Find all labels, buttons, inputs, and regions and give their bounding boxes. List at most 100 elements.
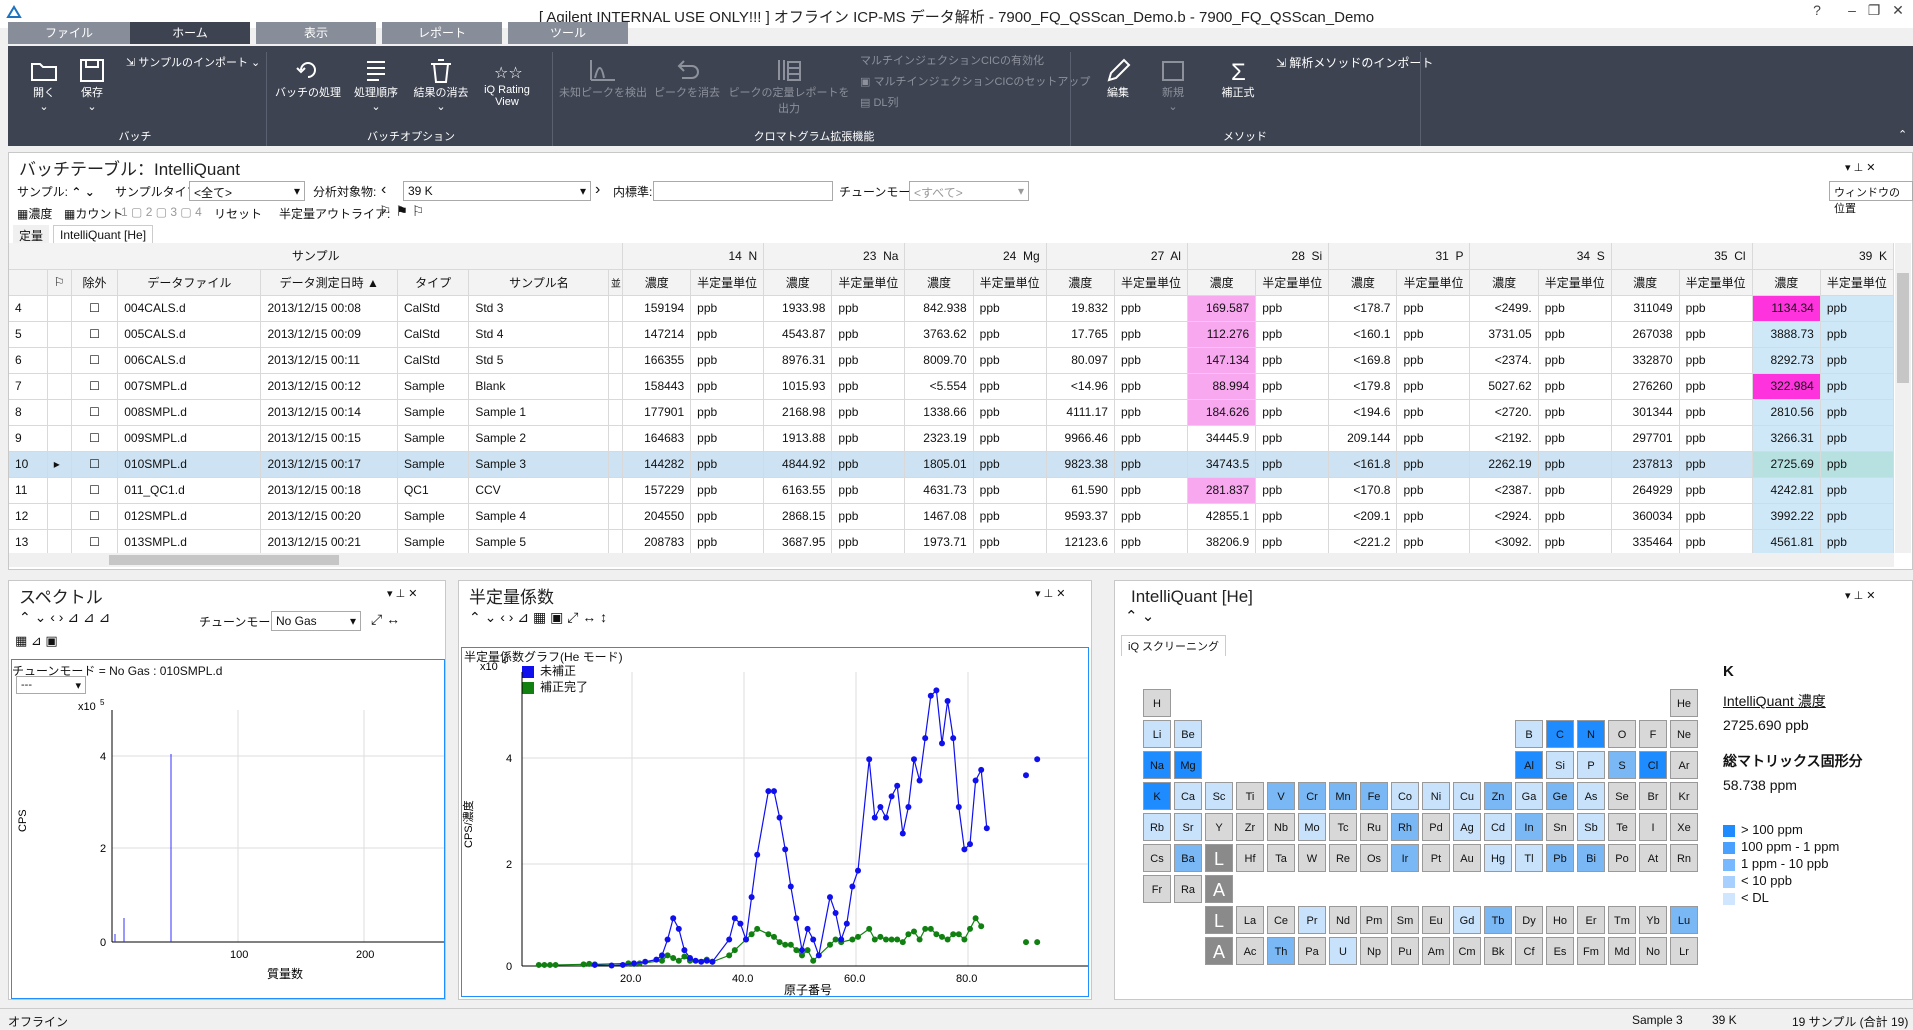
element-cell-o[interactable]: O: [1608, 720, 1636, 748]
flag-icons[interactable]: ⚐ ⚑ ⚐: [379, 203, 425, 219]
element-cell-eu[interactable]: Eu: [1422, 906, 1450, 934]
conc-col-header[interactable]: 濃度: [622, 269, 692, 296]
import-method-button[interactable]: ⇲ 解析メソッドのインポート: [1276, 54, 1433, 71]
element-cell-ge[interactable]: Ge: [1546, 782, 1574, 810]
element-cell-sr[interactable]: Sr: [1174, 813, 1202, 841]
tab-iq-screening[interactable]: iQ スクリーニング: [1121, 635, 1227, 656]
element-cell-sb[interactable]: Sb: [1577, 813, 1605, 841]
exclude-checkbox[interactable]: ☐: [71, 347, 119, 374]
reset-button[interactable]: リセット: [214, 207, 263, 221]
element-cell-au[interactable]: Au: [1453, 844, 1481, 872]
panel-menu-icon[interactable]: ▾ ⊥ ✕: [1845, 162, 1876, 174]
element-cell-al[interactable]: Al: [1515, 751, 1543, 779]
table-row[interactable]: 11 ☐ 011_QC1.d 2013/12/15 00:18 QC1 CCV 157229…: [9, 477, 1894, 504]
element-cell-er[interactable]: Er: [1577, 906, 1605, 934]
type-header[interactable]: タイプ: [397, 269, 470, 296]
element-cell-tc[interactable]: Tc: [1329, 813, 1357, 841]
conc-col-header[interactable]: 濃度: [763, 269, 833, 296]
tab-file[interactable]: ファイル: [8, 22, 130, 44]
panel-menu-icon[interactable]: ▾ ⊥ ✕: [1035, 588, 1066, 600]
element-cell-li[interactable]: Li: [1143, 720, 1171, 748]
clear-results-button[interactable]: 結果の消去 ⌄: [410, 56, 472, 113]
element-cell-gd[interactable]: Gd: [1453, 906, 1481, 934]
element-cell-u[interactable]: U: [1329, 937, 1357, 965]
element-cell-w[interactable]: W: [1298, 844, 1326, 872]
element-cell-rh[interactable]: Rh: [1391, 813, 1419, 841]
element-cell-md[interactable]: Md: [1608, 937, 1636, 965]
element-cell-fe[interactable]: Fe: [1360, 782, 1388, 810]
iq-rating-button[interactable]: ☆☆ iQ Rating View: [476, 56, 538, 108]
tab-tools[interactable]: ツール: [508, 22, 628, 44]
new-method-button[interactable]: 新規 ⌄: [1148, 56, 1198, 113]
element-cell-rn[interactable]: Rn: [1670, 844, 1698, 872]
element-cell-at[interactable]: At: [1639, 844, 1667, 872]
unit-col-header[interactable]: 半定量単位: [1114, 269, 1188, 296]
analyte-select[interactable]: 39 K ▾: [403, 181, 591, 201]
element-cell-l[interactable]: L: [1205, 906, 1233, 934]
element-cell-y[interactable]: Y: [1205, 813, 1233, 841]
iq-conc-label[interactable]: IntelliQuant 濃度: [1723, 693, 1826, 709]
element-cell-ir[interactable]: Ir: [1391, 844, 1419, 872]
peak-report-button[interactable]: ピークの定量レポートを出力: [724, 56, 854, 116]
count-view-button[interactable]: ▦カウント: [64, 205, 123, 222]
restore-button[interactable]: ❐: [1867, 2, 1881, 18]
conc-col-header[interactable]: 濃度: [1187, 269, 1257, 296]
panel-menu-icon[interactable]: ▾ ⊥ ✕: [1845, 590, 1876, 602]
element-cell-fr[interactable]: Fr: [1143, 875, 1171, 903]
element-cell-bi[interactable]: Bi: [1577, 844, 1605, 872]
preset-2[interactable]: 2: [145, 205, 153, 219]
element-cell-si[interactable]: Si: [1546, 751, 1574, 779]
element-cell-mo[interactable]: Mo: [1298, 813, 1326, 841]
table-row[interactable]: 12 ☐ 012SMPL.d 2013/12/15 00:20 Sample Sample…: [9, 503, 1894, 530]
process-batch-button[interactable]: バッチの処理: [273, 56, 343, 100]
iq-nav-icons[interactable]: ⌃ ⌄: [1125, 608, 1155, 625]
element-cell-v[interactable]: V: [1267, 782, 1295, 810]
save-button[interactable]: 保存 ⌄: [72, 56, 112, 113]
conc-col-header[interactable]: 濃度: [904, 269, 974, 296]
element-cell-am[interactable]: Am: [1422, 937, 1450, 965]
conc-col-header[interactable]: 濃度: [1469, 269, 1539, 296]
tab-report[interactable]: レポート: [382, 22, 502, 44]
exclude-checkbox[interactable]: ☐: [71, 477, 119, 504]
element-cell-ag[interactable]: Ag: [1453, 813, 1481, 841]
element-cell-pu[interactable]: Pu: [1391, 937, 1419, 965]
conc-col-header[interactable]: 濃度: [1611, 269, 1680, 296]
preset-3[interactable]: 3: [170, 205, 178, 219]
cic-enable-button[interactable]: マルチインジェクションCICの有効化: [860, 55, 1044, 67]
tab-home[interactable]: ホーム: [130, 22, 250, 44]
unit-col-header[interactable]: 半定量単位: [690, 269, 765, 296]
element-cell-sc[interactable]: Sc: [1205, 782, 1233, 810]
exclude-checkbox[interactable]: ☐: [71, 399, 119, 426]
unit-col-header[interactable]: 半定量単位: [1396, 269, 1471, 296]
table-row[interactable]: 5 ☐ 005CALS.d 2013/12/15 00:09 CalStd Std 4 14…: [9, 321, 1894, 348]
erase-peak-button[interactable]: ピークを消去: [653, 56, 721, 100]
calibration-button[interactable]: Σ 補正式: [1208, 56, 1268, 100]
element-cell-se[interactable]: Se: [1608, 782, 1636, 810]
element-cell-hg[interactable]: Hg: [1484, 844, 1512, 872]
table-row[interactable]: 9 ☐ 009SMPL.d 2013/12/15 00:15 Sample Sample …: [9, 425, 1894, 452]
element-cell-th[interactable]: Th: [1267, 937, 1295, 965]
element-cell-ti[interactable]: Ti: [1236, 782, 1264, 810]
table-row[interactable]: 13 ☐ 013SMPL.d 2013/12/15 00:21 Sample Sample…: [9, 529, 1894, 553]
element-cell-cr[interactable]: Cr: [1298, 782, 1326, 810]
element-cell-cd[interactable]: Cd: [1484, 813, 1512, 841]
table-row[interactable]: 4 ☐ 004CALS.d 2013/12/15 00:08 CalStd Std 3 15…: [9, 295, 1894, 322]
element-cell-as[interactable]: As: [1577, 782, 1605, 810]
element-cell-ne[interactable]: Ne: [1670, 720, 1698, 748]
unit-col-header[interactable]: 半定量単位: [973, 269, 1047, 296]
exclude-checkbox[interactable]: ☐: [71, 321, 119, 348]
exclude-checkbox[interactable]: ☐: [71, 503, 119, 530]
vertical-scrollbar[interactable]: [1895, 243, 1911, 553]
unit-col-header[interactable]: 半定量単位: [1538, 269, 1612, 296]
semiquant-toolbar[interactable]: ⌃ ⌄ ‹ › ⊿ ▦ ▣ ⤢ ↔ ↕: [469, 609, 608, 625]
element-cell-zr[interactable]: Zr: [1236, 813, 1264, 841]
edit-method-button[interactable]: 編集: [1093, 56, 1143, 100]
conc-col-header[interactable]: 濃度: [1046, 269, 1115, 296]
element-cell-nd[interactable]: Nd: [1329, 906, 1357, 934]
element-cell-s[interactable]: S: [1608, 751, 1636, 779]
zoom-icons[interactable]: ⤢ ↔: [371, 611, 401, 627]
exclude-checkbox[interactable]: ☐: [71, 529, 119, 553]
preset-4[interactable]: 4: [195, 205, 202, 219]
preset-buttons[interactable]: 1 ▢ 2 ▢ 3 ▢ 4: [121, 205, 202, 219]
spectrum-view-icons[interactable]: ▦ ⊿ ▣: [15, 633, 58, 648]
